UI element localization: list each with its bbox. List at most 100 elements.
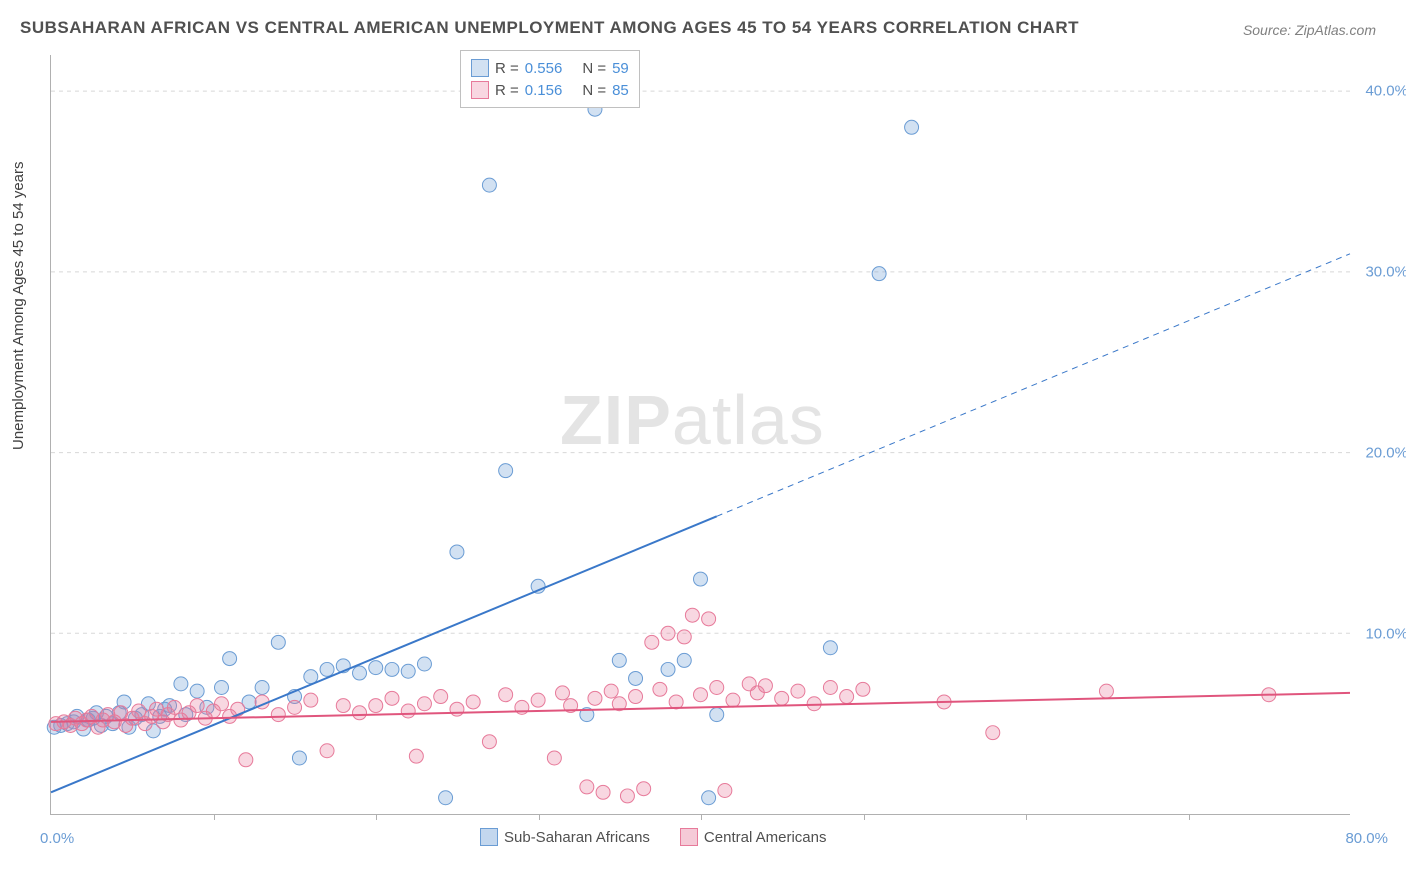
data-point — [677, 630, 691, 644]
data-point — [439, 791, 453, 805]
data-point — [1099, 684, 1113, 698]
x-tick — [701, 814, 702, 820]
data-point — [353, 706, 367, 720]
legend-r-value: 0.556 — [525, 60, 563, 77]
y-tick-label: 30.0% — [1365, 264, 1406, 281]
data-point — [214, 697, 228, 711]
data-point — [369, 661, 383, 675]
data-point — [239, 753, 253, 767]
legend-bottom-item: Central Americans — [680, 828, 827, 846]
data-point — [612, 653, 626, 667]
data-point — [417, 697, 431, 711]
data-point — [401, 664, 415, 678]
data-point — [840, 690, 854, 704]
legend-r-value: 0.156 — [525, 82, 563, 99]
data-point — [434, 690, 448, 704]
legend-n-value: 85 — [612, 82, 629, 99]
data-point — [580, 780, 594, 794]
legend-bottom: Sub-Saharan Africans Central Americans — [480, 828, 826, 846]
legend-top-row: R = 0.556 N = 59 — [471, 57, 629, 79]
data-point — [401, 704, 415, 718]
data-point — [986, 726, 1000, 740]
data-point — [271, 708, 285, 722]
data-point — [629, 690, 643, 704]
data-point — [417, 657, 431, 671]
legend-bottom-item: Sub-Saharan Africans — [480, 828, 650, 846]
data-point — [292, 751, 306, 765]
source-label: Source: ZipAtlas.com — [1243, 22, 1376, 38]
data-point — [450, 702, 464, 716]
data-point — [661, 626, 675, 640]
data-point — [637, 782, 651, 796]
data-point — [702, 791, 716, 805]
data-point — [823, 681, 837, 695]
data-point — [694, 572, 708, 586]
data-point — [174, 677, 188, 691]
data-point — [758, 679, 772, 693]
data-point — [823, 641, 837, 655]
y-tick-label: 10.0% — [1365, 626, 1406, 643]
trend-line-dashed — [717, 254, 1350, 517]
data-point — [710, 681, 724, 695]
data-point — [482, 735, 496, 749]
data-point — [288, 700, 302, 714]
plot-area: 10.0%20.0%30.0%40.0% — [50, 55, 1350, 815]
data-point — [661, 662, 675, 676]
data-point — [726, 693, 740, 707]
x-tick — [376, 814, 377, 820]
data-point — [905, 120, 919, 134]
legend-swatch — [480, 828, 498, 846]
data-point — [547, 751, 561, 765]
y-tick-label: 20.0% — [1365, 445, 1406, 462]
legend-n-value: 59 — [612, 60, 629, 77]
data-point — [409, 749, 423, 763]
legend-swatch — [680, 828, 698, 846]
data-point — [710, 708, 724, 722]
data-point — [702, 612, 716, 626]
data-point — [856, 682, 870, 696]
legend-swatch — [471, 59, 489, 77]
x-tick — [864, 814, 865, 820]
data-point — [190, 699, 204, 713]
legend-n-label: N = — [582, 60, 606, 77]
data-point — [320, 744, 334, 758]
legend-series-label: Sub-Saharan Africans — [504, 829, 650, 846]
x-tick — [214, 814, 215, 820]
data-point — [596, 785, 610, 799]
data-point — [271, 635, 285, 649]
x-tick — [539, 814, 540, 820]
legend-top: R = 0.556 N = 59 R = 0.156 N = 85 — [460, 50, 640, 108]
x-origin-label: 0.0% — [40, 830, 74, 847]
data-point — [466, 695, 480, 709]
data-point — [588, 691, 602, 705]
legend-r-label: R = — [495, 60, 519, 77]
legend-top-row: R = 0.156N = 85 — [471, 79, 629, 101]
data-point — [190, 684, 204, 698]
plot-svg — [51, 55, 1350, 814]
data-point — [791, 684, 805, 698]
data-point — [320, 662, 334, 676]
data-point — [385, 691, 399, 705]
legend-n-label: N = — [582, 82, 606, 99]
data-point — [685, 608, 699, 622]
data-point — [629, 671, 643, 685]
data-point — [214, 681, 228, 695]
legend-swatch — [471, 81, 489, 99]
data-point — [775, 691, 789, 705]
data-point — [653, 682, 667, 696]
data-point — [620, 789, 634, 803]
chart-title: SUBSAHARAN AFRICAN VS CENTRAL AMERICAN U… — [20, 18, 1079, 38]
data-point — [385, 662, 399, 676]
data-point — [555, 686, 569, 700]
data-point — [223, 652, 237, 666]
data-point — [499, 688, 513, 702]
y-axis-label: Unemployment Among Ages 45 to 54 years — [10, 161, 27, 450]
x-tick — [1189, 814, 1190, 820]
data-point — [336, 699, 350, 713]
data-point — [132, 704, 146, 718]
y-tick-label: 40.0% — [1365, 83, 1406, 100]
data-point — [872, 267, 886, 281]
data-point — [694, 688, 708, 702]
data-point — [604, 684, 618, 698]
data-point — [499, 464, 513, 478]
